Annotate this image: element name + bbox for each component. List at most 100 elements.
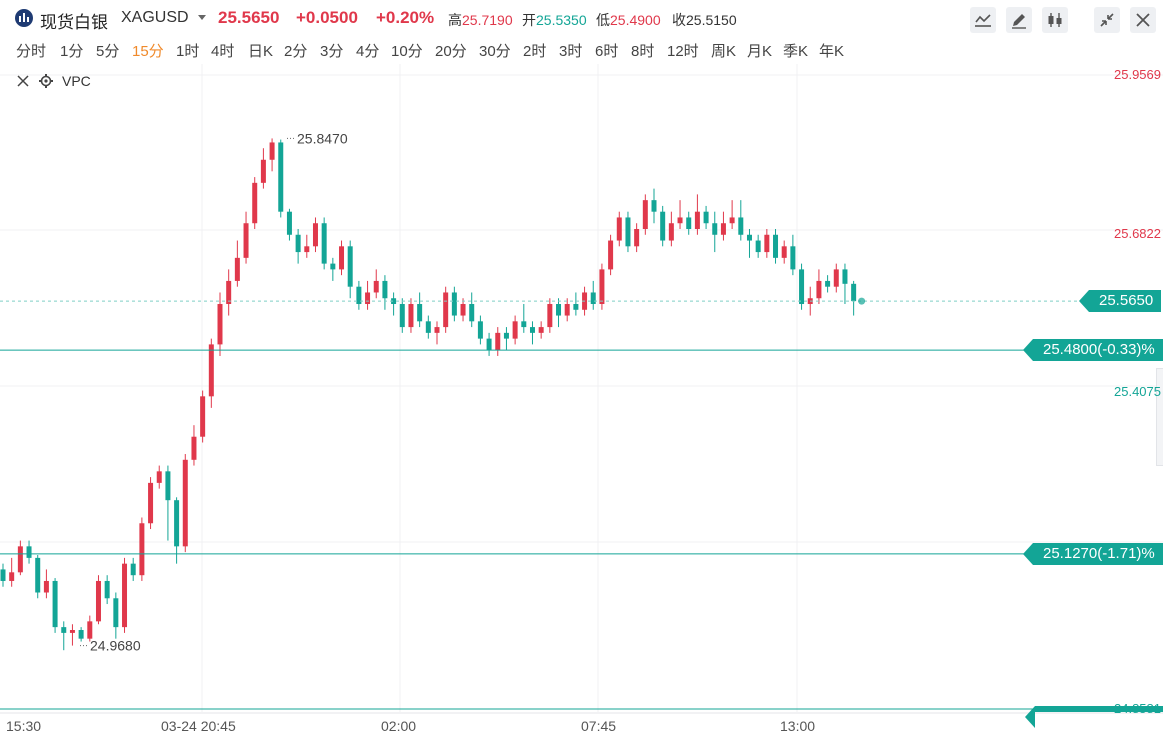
- interval-tab[interactable]: 1分: [60, 43, 84, 60]
- candle-body: [417, 304, 423, 322]
- candle-body: [278, 142, 284, 212]
- interval-tab[interactable]: 4分: [356, 43, 380, 60]
- candle-body: [304, 246, 310, 253]
- interval-tab[interactable]: 10分: [391, 43, 423, 60]
- line-tool-button[interactable]: [970, 7, 996, 33]
- candle-body: [0, 569, 6, 581]
- interval-tab[interactable]: 20分: [435, 43, 467, 60]
- candle-body: [686, 217, 692, 229]
- candle-body: [321, 223, 327, 264]
- interval-tab[interactable]: 12时: [667, 43, 699, 60]
- candle-body: [712, 223, 718, 235]
- candle-body: [642, 200, 648, 229]
- interval-tab[interactable]: 季K: [783, 43, 809, 60]
- interval-tab[interactable]: 4时: [211, 43, 235, 60]
- candle-body: [373, 280, 379, 293]
- remove-indicator-close-icon[interactable]: [16, 74, 30, 88]
- candle-body: [660, 211, 666, 241]
- close-label: 收: [672, 12, 686, 28]
- instrument-symbol[interactable]: XAGUSD: [121, 9, 189, 26]
- interval-tab[interactable]: 5分: [96, 43, 120, 60]
- candle-body: [260, 159, 266, 183]
- candle-body: [833, 269, 839, 287]
- chart-style-button[interactable]: [1042, 7, 1068, 33]
- interval-tab[interactable]: 30分: [479, 43, 511, 60]
- last-price-tag: 25.5650: [1078, 290, 1162, 313]
- candle-body: [486, 338, 492, 351]
- candlestick-style-icon: [1048, 13, 1062, 27]
- candle-body: [87, 621, 93, 639]
- candle-body: [781, 246, 787, 258]
- candle-body: [113, 598, 119, 628]
- indicator-settings-gear-icon[interactable]: [38, 73, 54, 89]
- candle-body: [764, 234, 770, 253]
- interval-tab[interactable]: 3分: [320, 43, 344, 60]
- candle-body: [208, 344, 214, 397]
- interval-tab[interactable]: 3时: [559, 43, 583, 60]
- candle-body: [729, 217, 735, 224]
- candle-body: [773, 234, 779, 258]
- candle-body: [165, 471, 171, 501]
- interval-tab[interactable]: 月K: [747, 43, 773, 60]
- time-axis-label: 13:00: [780, 718, 816, 734]
- candle-body: [399, 304, 405, 328]
- candle-body: [547, 304, 553, 328]
- candle-body: [434, 327, 440, 333]
- open-stat: 开25.5350: [522, 10, 587, 30]
- chart-header: 现货白银 XAGUSD 25.5650 +0.0500 +0.20% 高25.7…: [0, 0, 1163, 36]
- price-chart[interactable]: 25.8470 24.9680: [0, 64, 1163, 714]
- candle-body: [269, 142, 275, 160]
- interval-tab[interactable]: 6时: [595, 43, 619, 60]
- fullscreen-button[interactable]: [1094, 7, 1120, 33]
- interval-tab[interactable]: 2时: [523, 43, 547, 60]
- candle-body: [616, 217, 622, 241]
- candle-body: [148, 482, 154, 524]
- price-level-tag[interactable]: 25.1270(-1.71)%: [1023, 542, 1163, 565]
- candle-body: [746, 234, 752, 241]
- open-value: 25.5350: [536, 12, 587, 28]
- candle-body: [816, 280, 822, 299]
- live-price-dot: [858, 297, 866, 305]
- symbol-dropdown-chevron-icon[interactable]: [198, 15, 206, 20]
- candle-body: [755, 240, 761, 253]
- candle-body: [460, 304, 466, 316]
- candle-body: [156, 471, 162, 483]
- time-axis-label: 03-24 20:45: [161, 718, 236, 734]
- interval-tab[interactable]: 分时: [16, 43, 47, 60]
- low-stat: 低25.4900: [596, 10, 661, 30]
- candle-body: [252, 182, 258, 224]
- price-scale-handle[interactable]: [1156, 368, 1163, 466]
- interval-tab[interactable]: 1时: [176, 43, 200, 60]
- broker-logo-icon: [15, 9, 33, 27]
- interval-bar: 分时 1分 5分 15分 1时 4时 日K 2分 3分 4分 10分 20分 30分 2时 3时 6时 8时 12…: [0, 36, 1163, 62]
- price-level-tag[interactable]: [1025, 706, 1163, 728]
- candle-body: [217, 304, 223, 345]
- interval-tab[interactable]: 周K: [711, 43, 737, 60]
- candle-body: [104, 580, 110, 599]
- candle-body: [312, 223, 318, 247]
- extreme-price-annotation: 25.8470: [297, 130, 348, 146]
- candle-body: [608, 240, 614, 270]
- candle-body: [503, 332, 509, 339]
- interval-tab[interactable]: 日K: [248, 43, 274, 60]
- candle-body: [495, 332, 501, 351]
- interval-tab[interactable]: 15分: [132, 43, 164, 60]
- close-chart-button[interactable]: [1130, 7, 1156, 33]
- last-price: 25.5650: [218, 8, 280, 27]
- candle-body: [139, 523, 145, 576]
- candle-body: [512, 321, 518, 339]
- interval-tab[interactable]: 2分: [284, 43, 308, 60]
- open-label: 开: [522, 12, 536, 28]
- draw-button[interactable]: [1006, 7, 1032, 33]
- candle-body: [234, 257, 240, 281]
- candle-body: [703, 211, 709, 224]
- price-level-tag[interactable]: 25.4800(-0.33)%: [1023, 339, 1163, 362]
- candle-body: [69, 630, 75, 633]
- candle-body: [408, 304, 414, 328]
- interval-tab[interactable]: 8时: [631, 43, 655, 60]
- candle-body: [17, 546, 23, 573]
- price-change: +0.0500: [296, 8, 358, 27]
- interval-tab[interactable]: 年K: [819, 43, 845, 60]
- candle-body: [851, 283, 857, 302]
- candle-body: [61, 627, 67, 633]
